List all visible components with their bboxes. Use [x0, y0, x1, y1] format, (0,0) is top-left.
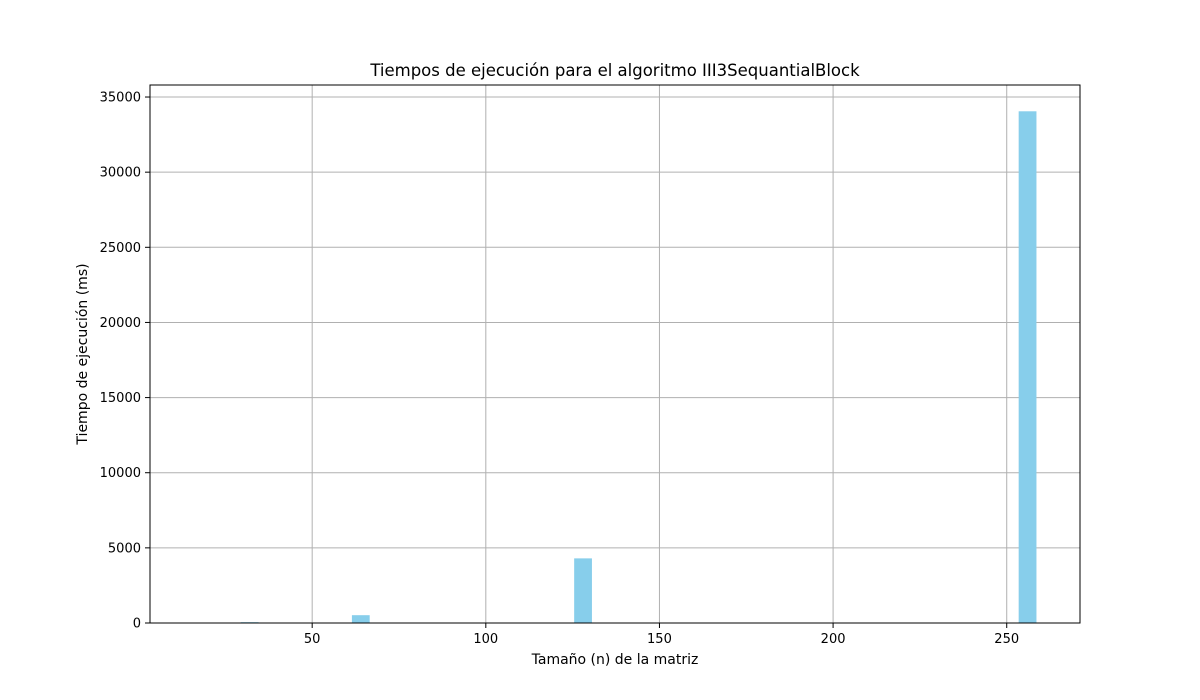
y-tick-label: 10000: [100, 466, 141, 481]
x-tick-label: 250: [994, 632, 1019, 647]
y-tick-label: 25000: [100, 241, 141, 256]
y-tick-label: 30000: [100, 166, 141, 181]
y-tick-label: 15000: [100, 391, 141, 406]
bar-n-64: [351, 615, 370, 623]
x-tick-label: 100: [473, 632, 498, 647]
bar-n-128: [574, 558, 592, 623]
y-tick-label: 35000: [100, 91, 141, 106]
x-tick-label: 200: [821, 632, 846, 647]
y-tick-label: 0: [133, 617, 141, 632]
plot-frame: [149, 84, 1081, 624]
y-axis-label: Tiempo de ejecución (ms): [75, 263, 91, 445]
y-tick-label: 20000: [100, 316, 141, 331]
grid: [150, 85, 1080, 623]
x-tick-label: 50: [304, 632, 321, 647]
chart-title: Tiempos de ejecución para el algoritmo I…: [369, 61, 860, 80]
x-axis-label: Tamaño (n) de la matriz: [531, 652, 699, 668]
bar-n-256: [1018, 111, 1037, 623]
axis-ticks: 50 100 150 200 250 0 5000 10000 15000 20000 25000 3…: [100, 91, 1019, 647]
bars: [185, 111, 1037, 624]
x-tick-label: 150: [647, 632, 672, 647]
y-tick-label: 5000: [108, 541, 141, 556]
